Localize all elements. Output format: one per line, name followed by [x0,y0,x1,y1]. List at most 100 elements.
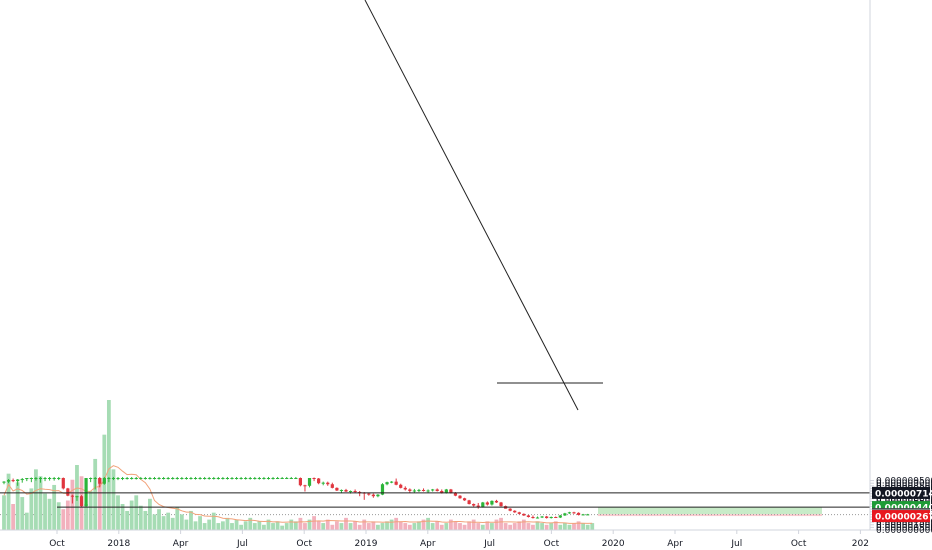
candle [75,495,79,501]
candle-body [312,478,316,479]
volume-bars [2,400,595,530]
candle [93,476,97,490]
price-tag-bg [872,510,930,523]
volume-bar [143,510,148,530]
volume-bar [476,523,481,530]
price-tag-label: 0.0000026773 [875,513,932,523]
candle-body [253,478,257,479]
candle [130,476,134,480]
candle [312,477,316,482]
candle-body [330,484,334,488]
candle-body [180,478,184,479]
candle-body [558,515,562,518]
candle-body [248,478,252,479]
candle [61,477,65,490]
volume-bar [284,523,289,530]
volume-bar [157,509,161,530]
volume-bar [448,519,453,530]
volume-bar [562,523,567,530]
candle [513,510,517,513]
candle [11,478,15,483]
price-tick-label: 0.0000085000 [876,482,932,492]
volume-bar [389,519,394,530]
candle [162,476,166,480]
candle [107,476,111,483]
candle [563,512,567,516]
candle-body [353,491,357,493]
candle [458,495,462,499]
candle [248,476,252,480]
candle [417,488,421,493]
time-tick-label: Oct [544,539,560,549]
candle [390,481,394,484]
volume-bar [120,504,125,530]
candle [298,477,302,487]
candle-body [79,496,84,507]
candle-body [184,478,188,479]
candle [16,479,20,486]
volume-bar [15,482,20,530]
candle [472,503,476,507]
volume-bar [29,488,34,530]
candle-body [467,500,471,504]
volume-bar [462,524,467,530]
price-tag-label: 0.0000071411 [875,489,932,499]
candle [421,488,426,492]
price-tick-label: 0.0000090000 [876,479,932,489]
candle-body [203,478,207,479]
volume-bar [20,497,25,530]
candle-body [444,489,448,494]
drawing-lines[interactable] [0,0,870,508]
volume-bar [138,505,143,530]
price-tick-label: 0.0000015000 [876,518,932,528]
candle-body [152,478,157,479]
candle [2,481,6,485]
time-tick-label: Oct [296,539,312,549]
candle-body [494,500,499,503]
candle [358,491,362,497]
time-tick-label: Oct [49,539,65,549]
volume-bar [503,523,508,530]
volume-bar [84,504,88,530]
volume-bar [280,525,285,530]
candle-body [48,478,52,479]
volume-bar [106,400,111,530]
volume-bar [339,523,344,530]
volume-bar [385,521,389,530]
candle [34,476,38,481]
volume-bar [303,523,307,530]
candle-body [198,478,202,479]
candle-body [408,489,412,491]
volume-bar [61,509,66,530]
volume-bar [207,519,212,530]
candle [385,481,389,486]
candle-body [335,487,339,491]
candle [276,476,280,480]
volume-bar [170,517,175,530]
candle [581,513,585,516]
volume-bar [380,523,385,530]
price-tick-label: 0.00000000000 [876,526,932,536]
volume-bar [325,519,330,530]
candle-body [234,478,239,479]
volume-bar [93,458,98,530]
volume-bar [366,523,371,530]
candle-body [102,478,106,484]
time-tick-label: Apr [173,539,189,549]
candle [148,476,152,480]
volume-bar [572,523,576,530]
volume-bar [321,523,326,530]
time-tick-label: Jul [730,539,742,549]
candle [43,476,47,482]
volume-bar [426,517,430,530]
volume-bar [517,521,522,530]
candle [271,476,275,480]
candle [212,476,216,480]
time-tick-label: 2018 [107,539,130,549]
time-axis[interactable]: Oct 2018 Apr Jul Oct 2019 Apr Jul Oct 2020 Apr Jul O… [49,530,869,549]
volume-bar [289,519,294,530]
volume-bar [480,524,485,530]
volume-bar [567,524,572,530]
candle-body [25,478,29,480]
